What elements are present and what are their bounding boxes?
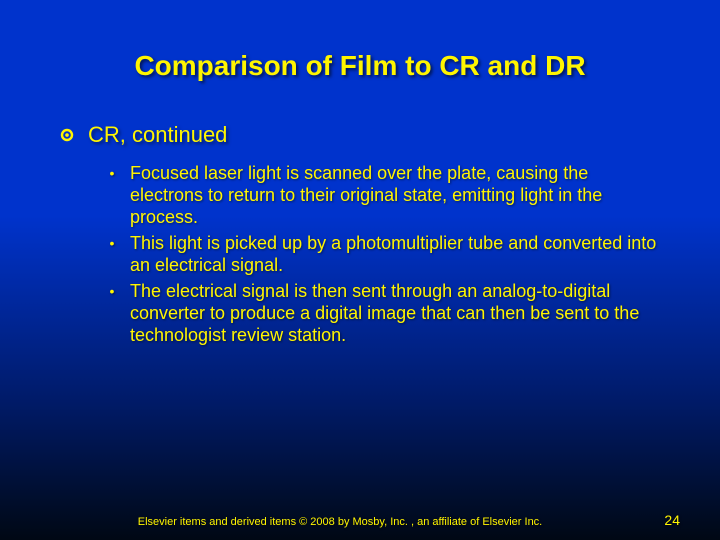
list-item-text: The electrical signal is then sent throu… [130,280,660,346]
copyright-text: Elsevier items and derived items © 2008 … [138,516,543,528]
dot-bullet-icon: • [104,232,120,254]
target-bullet-icon [60,128,74,142]
page-number: 24 [664,512,680,528]
dot-bullet-icon: • [104,280,120,302]
slide-title: Comparison of Film to CR and DR [0,0,720,82]
list-item: • The electrical signal is then sent thr… [104,280,660,346]
heading-text: CR, continued [88,122,227,148]
slide: Comparison of Film to CR and DR CR, cont… [0,0,720,540]
list-item: • This light is picked up by a photomult… [104,232,660,276]
dot-bullet-icon: • [104,162,120,184]
list-item-text: Focused laser light is scanned over the … [130,162,660,228]
footer: Elsevier items and derived items © 2008 … [0,516,720,528]
sub-bullet-list: • Focused laser light is scanned over th… [60,162,660,346]
slide-body: CR, continued • Focused laser light is s… [0,82,720,346]
list-item: • Focused laser light is scanned over th… [104,162,660,228]
list-item-text: This light is picked up by a photomultip… [130,232,660,276]
heading-row: CR, continued [60,122,660,148]
